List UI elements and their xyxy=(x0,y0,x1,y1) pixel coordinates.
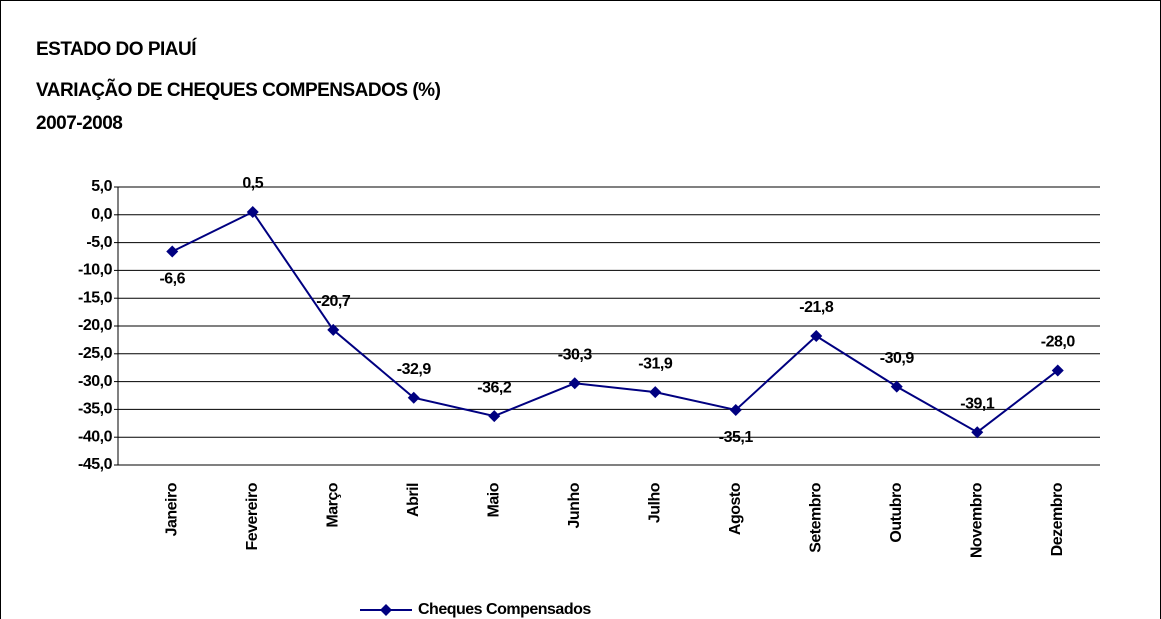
x-tick-label: Janeiro xyxy=(163,482,180,536)
data-label: -32,9 xyxy=(397,361,432,378)
data-label: -35,1 xyxy=(719,429,754,446)
legend-marker xyxy=(380,604,392,616)
x-tick-label: Maio xyxy=(485,482,502,517)
legend-label: Cheques Compensados xyxy=(418,601,591,618)
chart-title: VARIAÇÃO DE CHEQUES COMPENSADOS (%) xyxy=(36,79,441,101)
marker xyxy=(327,323,340,336)
x-tick-label: Julho xyxy=(646,482,663,523)
marker xyxy=(729,403,742,416)
data-label: -6,6 xyxy=(159,271,185,288)
x-tick-label: Abril xyxy=(405,483,422,517)
x-tick-label: Agosto xyxy=(727,482,744,535)
x-tick-label: Março xyxy=(324,482,341,527)
y-tick-label: 0,0 xyxy=(91,206,112,223)
y-tick-label: -5,0 xyxy=(86,234,112,251)
y-tick-label: -20,0 xyxy=(78,317,113,334)
marker xyxy=(890,380,903,393)
x-tick-label: Junho xyxy=(566,482,583,528)
marker xyxy=(971,426,984,439)
data-label: -28,0 xyxy=(1041,334,1076,351)
y-tick-label: -40,0 xyxy=(78,428,113,445)
marker xyxy=(407,391,420,404)
marker xyxy=(810,330,823,343)
marker xyxy=(568,377,581,390)
x-tick-label: Fevereiro xyxy=(244,482,261,550)
chart-title: 2007-2008 xyxy=(36,113,122,134)
marker xyxy=(488,410,501,423)
marker xyxy=(166,245,179,258)
marker xyxy=(1051,364,1064,377)
y-tick-label: -15,0 xyxy=(78,289,113,306)
y-tick-label: -35,0 xyxy=(78,401,113,418)
data-label: -30,3 xyxy=(558,346,593,363)
x-tick-label: Novembro xyxy=(968,482,985,558)
data-label: -20,7 xyxy=(316,293,351,310)
data-label: 0,5 xyxy=(242,175,263,192)
data-label: -30,9 xyxy=(880,350,915,367)
series-line xyxy=(171,210,1059,434)
x-tick-label: Dezembro xyxy=(1049,482,1066,556)
y-tick-label: -10,0 xyxy=(78,262,113,279)
y-tick-label: 5,0 xyxy=(91,178,112,195)
data-label: -31,9 xyxy=(638,355,673,372)
data-label: -36,2 xyxy=(477,379,512,396)
marker xyxy=(246,206,259,219)
x-tick-label: Outubro xyxy=(888,482,905,542)
y-tick-label: -45,0 xyxy=(78,456,113,473)
y-tick-label: -30,0 xyxy=(78,373,113,390)
x-tick-label: Setembro xyxy=(807,482,824,553)
data-label: -39,1 xyxy=(960,395,995,412)
chart-title: ESTADO DO PIAUÍ xyxy=(36,38,197,60)
y-tick-label: -25,0 xyxy=(78,345,113,362)
marker xyxy=(649,386,662,399)
data-label: -21,8 xyxy=(799,299,834,316)
